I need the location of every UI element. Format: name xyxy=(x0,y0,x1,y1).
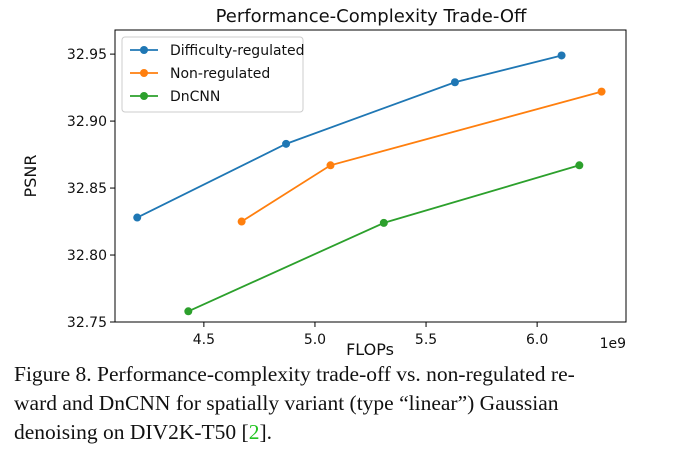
data-point xyxy=(597,87,606,96)
data-point xyxy=(557,51,566,60)
caption-line-3-end: ]. xyxy=(259,420,272,444)
chart-title: Performance-Complexity Trade-Off xyxy=(216,6,527,27)
caption-line-1: Figure 8. Performance-complexity trade-o… xyxy=(14,362,575,386)
data-point xyxy=(379,218,388,227)
data-point xyxy=(133,213,142,222)
series-line xyxy=(187,164,580,313)
x-multiplier-label: 1e9 xyxy=(600,336,626,352)
x-tick-label: 5.0 xyxy=(304,332,326,348)
data-point xyxy=(184,307,193,316)
series-line xyxy=(136,54,562,219)
caption-line-3: denoising on DIV2K-T50 [2]. xyxy=(14,418,666,447)
data-point xyxy=(237,217,246,226)
y-tick-label: 32.80 xyxy=(67,248,107,264)
caption-line-2: ward and DnCNN for spatially variant (ty… xyxy=(14,391,559,415)
citation-link[interactable]: 2 xyxy=(248,420,260,444)
x-axis-label: FLOPs xyxy=(346,340,394,359)
series-layer xyxy=(133,51,606,316)
y-tick-label: 32.85 xyxy=(67,181,107,197)
figure-caption: Figure 8. Performance-complexity trade-o… xyxy=(14,360,666,447)
data-point xyxy=(282,139,291,148)
y-tick-label: 32.75 xyxy=(67,315,107,331)
y-axis-label: PSNR xyxy=(21,155,40,198)
legend-label: DnCNN xyxy=(170,89,220,105)
y-axis: 32.75 32.80 32.85 32.90 32.95 xyxy=(67,47,115,331)
legend-entries: Difficulty-regulated Non-regulated DnCNN xyxy=(130,43,305,105)
y-tick-label: 32.95 xyxy=(67,47,107,63)
legend-box xyxy=(121,36,304,113)
legend-swatch-marker xyxy=(140,92,148,100)
plot-frame xyxy=(114,29,627,323)
legend-label: Non-regulated xyxy=(170,66,270,82)
legend: Difficulty-regulated Non-regulated DnCNN xyxy=(121,36,305,113)
data-point xyxy=(450,78,459,87)
y-tick-label: 32.90 xyxy=(67,114,107,130)
x-tick-label: 6.0 xyxy=(526,332,548,348)
x-tick-label: 4.5 xyxy=(193,332,215,348)
x-tick-label: 5.5 xyxy=(415,332,437,348)
x-axis: 4.5 5.0 5.5 6.0 xyxy=(193,322,548,348)
legend-swatch-marker xyxy=(140,46,148,54)
data-point xyxy=(575,161,584,170)
caption-line-3-start: denoising on DIV2K-T50 [ xyxy=(14,420,249,444)
data-point xyxy=(326,161,335,170)
legend-swatch-marker xyxy=(140,69,148,77)
chart: Performance-Complexity Trade-Off 32.7532… xyxy=(21,6,627,359)
legend-label: Difficulty-regulated xyxy=(170,43,305,59)
